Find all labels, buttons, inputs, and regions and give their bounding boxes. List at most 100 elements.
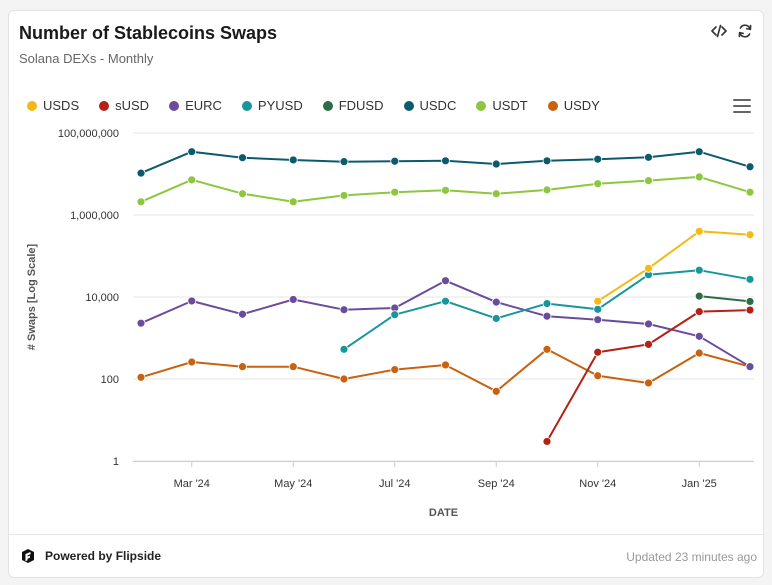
- legend-marker: [169, 100, 180, 111]
- legend-item-usdt[interactable]: USDT: [476, 98, 528, 113]
- data-point-pyusd[interactable]: [390, 310, 400, 320]
- data-point-usdc[interactable]: [288, 155, 298, 165]
- data-point-eurc[interactable]: [187, 296, 197, 306]
- data-point-usdc[interactable]: [441, 156, 450, 166]
- data-point-usdy[interactable]: [238, 362, 247, 372]
- data-point-susd[interactable]: [644, 339, 653, 349]
- data-point-usdy[interactable]: [390, 365, 400, 374]
- data-point-usdt[interactable]: [390, 187, 400, 197]
- data-point-usdt[interactable]: [339, 191, 349, 200]
- x-tick-label: May '24: [274, 478, 312, 490]
- legend-item-eurc[interactable]: EURC: [169, 98, 222, 113]
- data-point-usdc[interactable]: [694, 147, 704, 157]
- data-point-usdc[interactable]: [593, 154, 603, 164]
- data-point-pyusd[interactable]: [745, 274, 755, 284]
- legend-item-susd[interactable]: sUSD: [99, 98, 149, 113]
- data-point-usdt[interactable]: [542, 185, 552, 195]
- data-point-usdt[interactable]: [238, 189, 247, 199]
- legend-marker: [403, 100, 414, 111]
- chart-legend: USDS sUSD EURC PYUSD FDUSD USDC USDT USDY: [27, 98, 620, 113]
- data-point-usdy[interactable]: [441, 360, 450, 370]
- legend-item-usdc[interactable]: USDC: [403, 98, 456, 113]
- data-point-usdc[interactable]: [390, 156, 400, 166]
- data-point-eurc[interactable]: [542, 311, 552, 321]
- data-point-usdy[interactable]: [491, 386, 501, 396]
- data-point-usdc[interactable]: [238, 153, 247, 163]
- data-point-usdt[interactable]: [441, 185, 450, 195]
- data-point-usdt[interactable]: [491, 189, 501, 199]
- data-point-eurc[interactable]: [136, 318, 146, 328]
- card-actions: [711, 23, 753, 39]
- data-point-susd[interactable]: [542, 437, 552, 446]
- legend-label: sUSD: [115, 98, 150, 113]
- data-point-eurc[interactable]: [593, 315, 603, 325]
- data-point-usds[interactable]: [745, 230, 755, 240]
- refresh-icon[interactable]: [737, 23, 753, 39]
- data-point-usdt[interactable]: [593, 179, 603, 189]
- updated-timestamp: Updated 23 minutes ago: [626, 550, 757, 564]
- data-point-susd[interactable]: [593, 347, 603, 357]
- data-point-usdc[interactable]: [644, 152, 653, 162]
- data-point-usdc[interactable]: [491, 159, 501, 169]
- series-line-usdy: [140, 348, 751, 393]
- x-axis-title: DATE: [429, 507, 458, 519]
- flipside-brand[interactable]: Powered by Flipside: [19, 547, 161, 565]
- data-point-pyusd[interactable]: [441, 296, 450, 306]
- data-point-eurc[interactable]: [491, 297, 501, 307]
- data-point-usdt[interactable]: [136, 197, 146, 207]
- series-points: [136, 147, 755, 446]
- data-point-usdy[interactable]: [288, 362, 298, 372]
- chart-card: Number of Stablecoins Swaps Solana DEXs …: [8, 10, 764, 578]
- data-point-usdc[interactable]: [542, 156, 552, 166]
- chart-menu-icon[interactable]: [733, 99, 751, 113]
- chart-subtitle: Solana DEXs - Monthly: [19, 51, 154, 66]
- data-point-usdy[interactable]: [644, 378, 653, 388]
- legend-marker: [476, 100, 487, 111]
- data-point-usds[interactable]: [593, 296, 603, 306]
- data-point-fdusd[interactable]: [745, 297, 755, 306]
- legend-item-pyusd[interactable]: PYUSD: [241, 98, 303, 113]
- data-point-usdy[interactable]: [694, 348, 704, 358]
- data-point-usds[interactable]: [644, 263, 653, 273]
- data-point-eurc[interactable]: [339, 305, 349, 315]
- legend-marker: [27, 100, 37, 111]
- legend-marker: [99, 100, 110, 111]
- data-point-eurc[interactable]: [694, 331, 704, 341]
- data-point-eurc[interactable]: [238, 309, 247, 319]
- series-line-eurc: [140, 279, 751, 368]
- data-point-usdc[interactable]: [136, 168, 146, 178]
- data-point-eurc[interactable]: [745, 362, 755, 372]
- flipside-logo-icon: [22, 549, 34, 563]
- data-point-pyusd[interactable]: [593, 304, 603, 314]
- data-point-usdt[interactable]: [644, 176, 653, 186]
- data-point-usdt[interactable]: [288, 197, 298, 207]
- legend-label: USDT: [492, 98, 528, 113]
- data-point-usdy[interactable]: [187, 357, 197, 367]
- data-point-usdt[interactable]: [745, 187, 755, 197]
- data-point-usdy[interactable]: [339, 374, 349, 384]
- data-point-usdc[interactable]: [187, 147, 197, 157]
- data-point-pyusd[interactable]: [491, 314, 501, 323]
- data-point-fdusd[interactable]: [694, 291, 704, 301]
- data-point-usds[interactable]: [694, 226, 704, 236]
- data-point-susd[interactable]: [694, 307, 704, 317]
- data-point-eurc[interactable]: [644, 319, 653, 329]
- data-point-pyusd[interactable]: [542, 299, 552, 309]
- data-point-usdy[interactable]: [136, 372, 146, 382]
- data-point-usdy[interactable]: [542, 344, 552, 354]
- legend-item-fdusd[interactable]: FDUSD: [322, 98, 384, 113]
- data-point-eurc[interactable]: [441, 276, 450, 286]
- data-point-usdt[interactable]: [694, 172, 704, 182]
- data-point-usdy[interactable]: [593, 371, 603, 381]
- code-icon[interactable]: [711, 23, 727, 39]
- data-point-susd[interactable]: [745, 305, 755, 315]
- data-point-eurc[interactable]: [288, 295, 298, 304]
- x-tick-label: Sep '24: [478, 478, 515, 490]
- legend-item-usds[interactable]: USDS: [27, 98, 79, 113]
- legend-item-usdy[interactable]: USDY: [547, 98, 600, 113]
- data-point-pyusd[interactable]: [694, 265, 704, 275]
- data-point-usdc[interactable]: [339, 157, 349, 167]
- data-point-usdt[interactable]: [187, 175, 197, 185]
- data-point-usdc[interactable]: [745, 162, 755, 172]
- data-point-pyusd[interactable]: [339, 344, 349, 354]
